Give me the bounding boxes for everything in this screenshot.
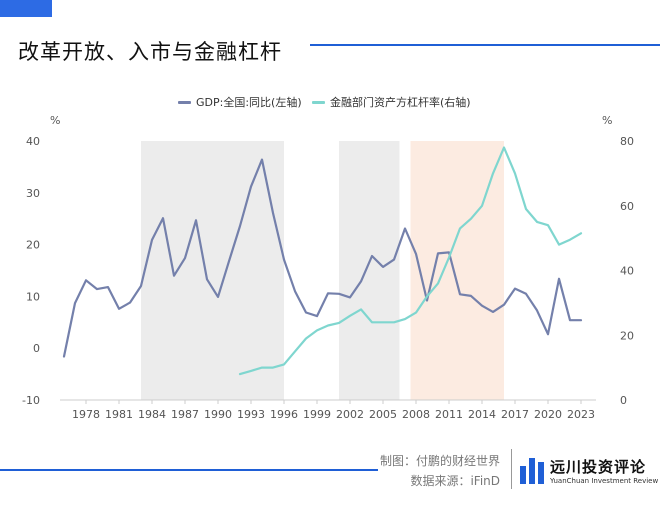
right-tick-label: 40 <box>620 265 634 278</box>
right-tick-label: 20 <box>620 329 634 342</box>
logo-name: 远川投资评论 <box>550 458 647 476</box>
x-tick-label: 2020 <box>534 408 562 421</box>
footer-rule <box>0 469 378 471</box>
title-underline <box>310 44 660 46</box>
x-tick-label: 1996 <box>270 408 298 421</box>
x-tick-label: 2005 <box>369 408 397 421</box>
chart-legend: GDP:全国:同比(左轴) 金融部门资产方杠杆率(右轴) <box>0 94 660 110</box>
right-tick-label: 80 <box>620 135 634 148</box>
x-tick-label: 1984 <box>138 408 166 421</box>
shaded-period-1 <box>339 141 400 400</box>
x-tick-label: 1990 <box>204 408 232 421</box>
right-tick-label: 0 <box>620 394 627 407</box>
x-tick-label: 2002 <box>336 408 364 421</box>
legend-label-gdp: GDP:全国:同比(左轴) <box>196 96 302 109</box>
x-tick-label: 1987 <box>171 408 199 421</box>
x-tick-label: 2014 <box>468 408 496 421</box>
source-author: 制图：付鹏的财经世界 <box>379 454 500 468</box>
line-chart: % % -10 0 10 20 30 40 0 20 40 60 80 1978 1981 1984 1987 1… <box>22 114 634 421</box>
shaded-period-0 <box>141 141 284 400</box>
left-tick-label: 40 <box>26 135 40 148</box>
footer-divider <box>511 449 512 489</box>
gdp-series-line <box>62 158 583 358</box>
brand-logo: 远川投资评论 YuanChuan Investment Review <box>520 456 660 490</box>
left-tick-label: 30 <box>26 187 40 200</box>
legend-swatch-leverage <box>312 100 325 104</box>
left-axis-unit: % <box>50 114 60 127</box>
x-tick-label: 1981 <box>105 408 133 421</box>
x-tick-label: 1999 <box>303 408 331 421</box>
logo-mark-icon <box>520 458 546 484</box>
header-accent-bar <box>0 0 52 17</box>
x-tick-label: 1978 <box>72 408 100 421</box>
right-axis-unit: % <box>602 114 612 127</box>
legend-label-leverage: 金融部门资产方杠杆率(右轴) <box>330 96 471 109</box>
leverage-series-line <box>238 146 583 376</box>
x-tick-label: 1993 <box>237 408 265 421</box>
left-tick-label: -10 <box>22 394 40 407</box>
source-data: 数据来源：iFinD <box>410 474 500 488</box>
left-tick-label: 10 <box>26 290 40 303</box>
x-tick-label: 2011 <box>435 408 463 421</box>
x-tick-label: 2008 <box>402 408 430 421</box>
page-title: 改革开放、入市与金融杠杆 <box>18 40 282 64</box>
left-tick-label: 0 <box>33 342 40 355</box>
left-tick-label: 20 <box>26 239 40 252</box>
x-tick-label: 2023 <box>567 408 595 421</box>
x-tick-label: 2017 <box>501 408 529 421</box>
legend-swatch-gdp <box>178 100 191 104</box>
legend-item-gdp: GDP:全国:同比(左轴) <box>178 94 302 110</box>
logo-subtitle: YuanChuan Investment Review <box>550 477 659 485</box>
legend-item-leverage: 金融部门资产方杠杆率(右轴) <box>312 94 471 110</box>
right-tick-label: 60 <box>620 200 634 213</box>
